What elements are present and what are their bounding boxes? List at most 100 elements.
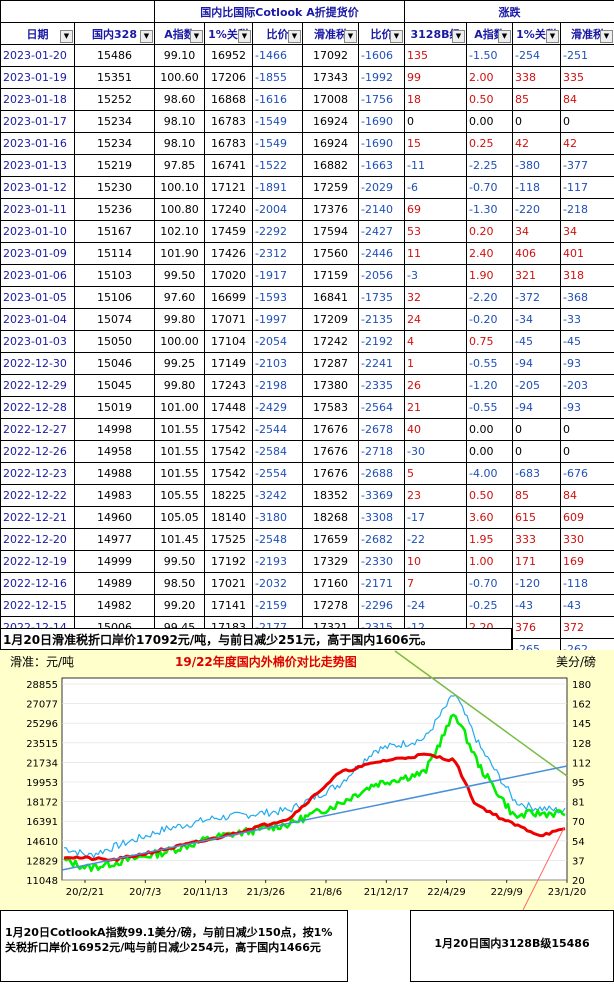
table-cell: -17 [404,506,467,529]
left-tick-label: 19953 [26,778,58,789]
table-cell: 7 [404,572,467,595]
left-tick-label: 12829 [26,856,58,867]
right-tick-label: 162 [572,700,591,711]
left-tick-label: 28855 [26,680,58,691]
filter-dropdown-icon[interactable]: ▼ [60,30,73,43]
table-cell: 17141 [204,594,253,617]
table-cell: 10 [404,550,467,573]
table-cell: -683 [512,462,561,485]
filter-dropdown-icon[interactable]: ▼ [288,30,301,43]
filter-dropdown-icon[interactable]: ▼ [238,30,251,43]
table-cell: -218 [560,198,614,221]
left-tick-label: 25296 [26,719,58,730]
table-cell: 16741 [204,154,253,177]
table-cell: 135 [404,44,467,67]
column-header-0: 日期 ▼ [0,22,75,45]
trend-line-green [394,650,568,777]
table-cell: 17121 [204,176,253,199]
table-cell: -2004 [252,198,303,221]
right-tick-label: 81 [572,798,585,809]
table-row: 2023-01-06 15103 99.50 17020 -1917 17159 -2056… [0,264,614,287]
table-cell: 2022-12-30 [0,352,75,375]
table-cell: 14960 [74,506,155,529]
table-cell: -1855 [252,66,303,89]
column-header-1: 国内328 ▼ [74,22,155,45]
left-tick-label: 18172 [26,798,58,809]
filter-dropdown-icon[interactable]: ▼ [344,30,357,43]
table-cell: -2171 [358,572,405,595]
table-cell: 17343 [302,66,359,89]
table-row: 2023-01-18 15252 98.60 16868 -1616 17008 -1756… [0,88,614,111]
table-cell: 17071 [204,308,253,331]
table-row: 2022-12-19 14999 99.50 17192 -2193 17329 -2330… [0,550,614,573]
table-row: 2022-12-22 14983 105.55 18225 -3242 18352 -336… [0,484,614,507]
right-tick-label: 95 [572,778,585,789]
table-cell: 16783 [204,132,253,155]
table-cell: -1992 [358,66,405,89]
table-cell: -30 [404,440,467,463]
table-cell: 0 [512,440,561,463]
table-cell: -45 [512,330,561,353]
table-cell: -3180 [252,506,303,529]
table-cell: -251 [560,44,614,67]
table-cell: 2023-01-06 [0,264,75,287]
table-cell: 2022-12-29 [0,374,75,397]
column-header-5: 滑准税 ▼ [302,22,359,45]
table-cell: -0.55 [466,352,513,375]
table-cell: 2022-12-27 [0,418,75,441]
price-chart: 28855 27077 25296 23515 21734 19953 18172 16391… [0,650,614,911]
column-header-label: A指数 [474,27,505,41]
right-tick-label: 128 [572,739,591,750]
table-cell: -118 [560,572,614,595]
table-cell: 17376 [302,198,359,221]
table-cell: 2022-12-20 [0,528,75,551]
right-tick-label: 20 [572,876,585,887]
table-cell: 0 [404,110,467,133]
table-cell: 1.00 [466,550,513,573]
column-header-label: A指数 [164,27,195,41]
table-cell: 17020 [204,264,253,287]
filter-dropdown-icon[interactable]: ▼ [600,30,613,43]
table-cell: 2023-01-19 [0,66,75,89]
filter-dropdown-icon[interactable]: ▼ [452,30,465,43]
x-tick-label: 20/11/13 [183,887,228,898]
table-cell: -2032 [252,572,303,595]
table-cell: 100.10 [154,176,205,199]
table-cell: 53 [404,220,467,243]
table-cell: 16783 [204,110,253,133]
table-cell: -0.25 [466,594,513,617]
table-cell: -120 [512,572,561,595]
table-cell: 99 [404,66,467,89]
table-cell: -1690 [358,132,405,155]
table-cell: 2022-12-23 [0,462,75,485]
filter-dropdown-icon[interactable]: ▼ [498,30,511,43]
table-cell: 16952 [204,44,253,67]
table-cell: 15045 [74,374,155,397]
table-cell: -0.70 [466,572,513,595]
table-cell: 2022-12-19 [0,550,75,573]
column-header-6: 比价 ▼ [358,22,405,45]
table-cell: 15351 [74,66,155,89]
table-cell: 333 [512,528,561,551]
filter-dropdown-icon[interactable]: ▼ [140,30,153,43]
table-cell: 15103 [74,264,155,287]
table-cell: 330 [560,528,614,551]
filter-dropdown-icon[interactable]: ▼ [546,30,559,43]
table-cell: -2140 [358,198,405,221]
left-axis-label: 滑准：元/吨 [10,655,74,669]
table-cell: 17426 [204,242,253,265]
table-cell: 17542 [204,440,253,463]
table-cell: -203 [560,374,614,397]
table-cell: 17092 [302,44,359,67]
filter-dropdown-icon[interactable]: ▼ [190,30,203,43]
table-cell: -2429 [252,396,303,419]
x-tick-label: 21/8/6 [310,887,342,898]
table-cell: -1.20 [466,374,513,397]
table-cell: -3242 [252,484,303,507]
table-cell: 5 [404,462,467,485]
filter-dropdown-icon[interactable]: ▼ [390,30,403,43]
table-cell: -43 [560,594,614,617]
table-cell: 0.00 [466,110,513,133]
table-cell: 0 [560,440,614,463]
column-header-2: A指数 ▼ [154,22,205,45]
